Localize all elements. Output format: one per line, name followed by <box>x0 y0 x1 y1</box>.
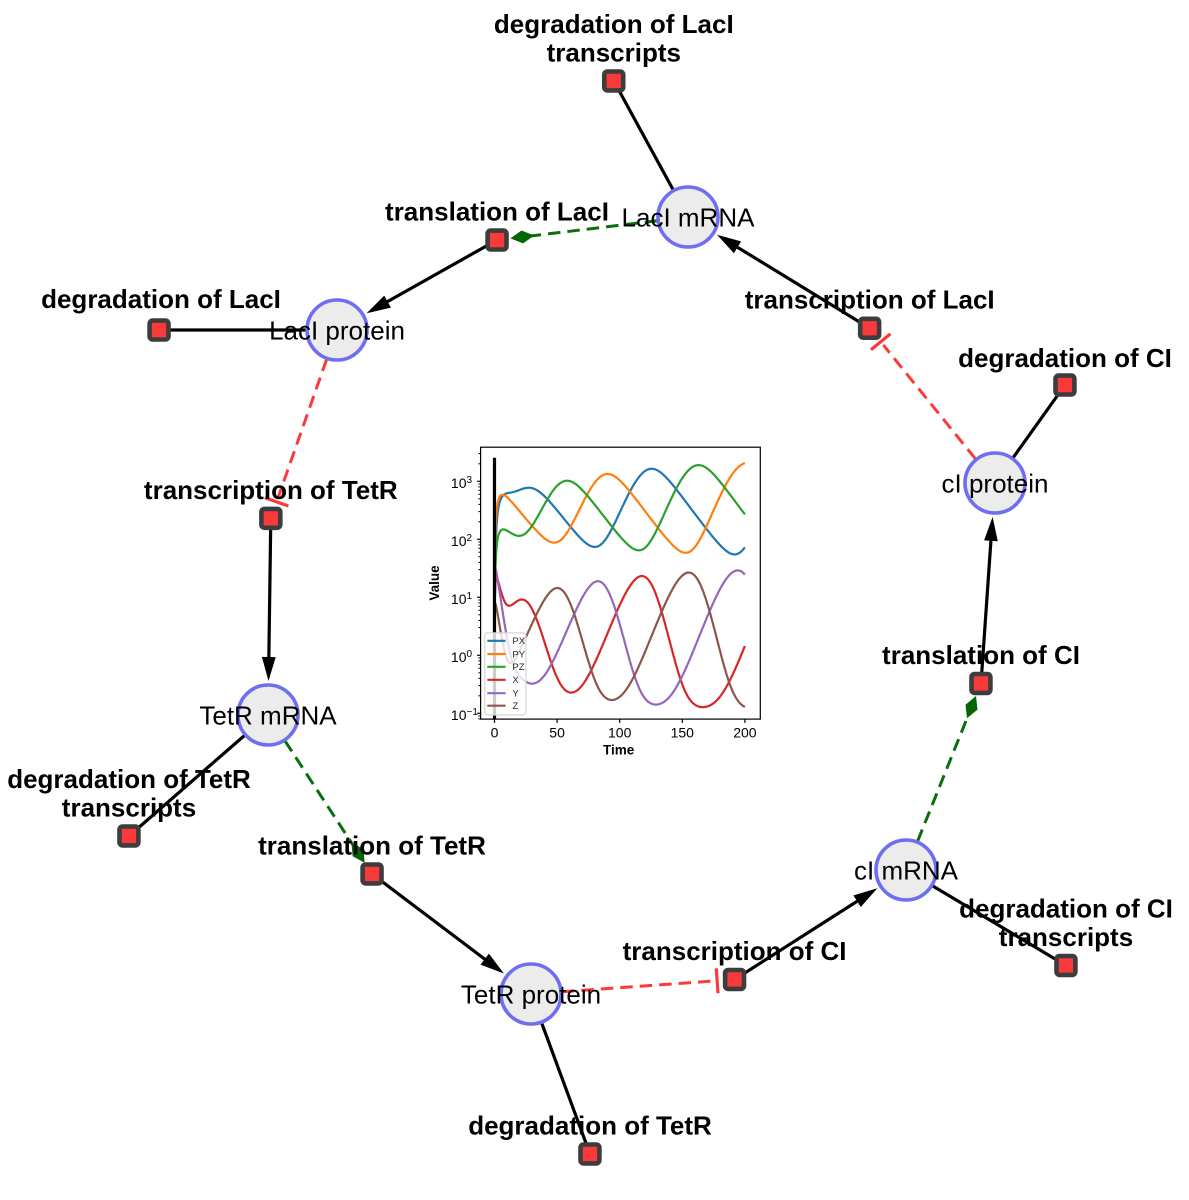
svg-text:10: 10 <box>451 533 467 549</box>
svg-text:cI protein: cI protein <box>942 469 1049 499</box>
svg-text:PY: PY <box>512 649 525 660</box>
svg-text:degradation of TetR: degradation of TetR <box>468 1111 712 1141</box>
svg-text:degradation of TetR: degradation of TetR <box>7 764 251 794</box>
svg-text:Time: Time <box>603 743 635 758</box>
svg-text:transcription of TetR: transcription of TetR <box>144 475 398 505</box>
svg-text:10: 10 <box>451 649 467 665</box>
svg-text:degradation of CI: degradation of CI <box>958 343 1172 373</box>
svg-text:Value: Value <box>427 565 442 601</box>
svg-text:transcription of CI: transcription of CI <box>623 936 847 966</box>
svg-text:0: 0 <box>467 649 473 660</box>
svg-text:degradation of LacI: degradation of LacI <box>494 9 734 39</box>
svg-text:10: 10 <box>451 591 467 607</box>
svg-text:100: 100 <box>608 725 632 741</box>
svg-text:translation of CI: translation of CI <box>882 640 1080 670</box>
svg-text:transcription of LacI: transcription of LacI <box>745 285 995 315</box>
svg-text:degradation of LacI: degradation of LacI <box>41 284 281 314</box>
svg-text:2: 2 <box>467 533 473 544</box>
svg-text:TetR protein: TetR protein <box>461 980 601 1010</box>
svg-text:degradation of CI: degradation of CI <box>959 894 1173 924</box>
svg-text:LacI mRNA: LacI mRNA <box>622 203 756 233</box>
svg-text:translation of TetR: translation of TetR <box>258 831 486 861</box>
svg-text:X: X <box>512 675 519 686</box>
svg-text:10: 10 <box>451 475 467 491</box>
svg-text:1: 1 <box>467 591 473 602</box>
svg-text:PZ: PZ <box>512 662 524 673</box>
svg-text:transcripts: transcripts <box>999 922 1133 952</box>
svg-text:−1: −1 <box>467 707 479 718</box>
svg-text:200: 200 <box>733 725 757 741</box>
svg-text:0: 0 <box>491 725 499 741</box>
svg-text:3: 3 <box>467 475 473 486</box>
svg-text:LacI protein: LacI protein <box>269 316 405 346</box>
svg-text:150: 150 <box>671 725 695 741</box>
svg-text:PX: PX <box>512 636 525 647</box>
svg-text:50: 50 <box>549 725 565 741</box>
svg-text:TetR mRNA: TetR mRNA <box>199 701 337 731</box>
svg-text:transcripts: transcripts <box>547 38 681 68</box>
svg-text:translation of LacI: translation of LacI <box>385 197 609 227</box>
svg-text:cI mRNA: cI mRNA <box>854 856 959 886</box>
svg-text:Z: Z <box>512 701 518 712</box>
svg-text:transcripts: transcripts <box>62 793 196 823</box>
svg-text:Y: Y <box>512 689 519 700</box>
svg-text:10: 10 <box>451 707 467 723</box>
